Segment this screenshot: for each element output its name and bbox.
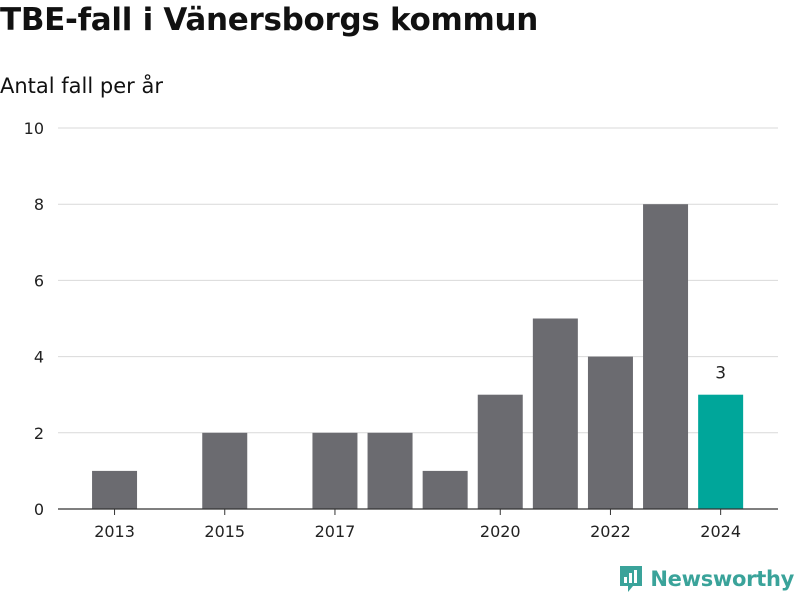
x-tick-label: 2022 xyxy=(590,522,631,541)
data-label: 3 xyxy=(715,364,726,384)
bar-2015 xyxy=(202,432,248,509)
x-tick-label: 2015 xyxy=(204,522,245,541)
x-tick-label: 2017 xyxy=(315,522,356,541)
bar-2018 xyxy=(367,432,413,509)
x-tick-label: 2020 xyxy=(480,522,521,541)
bars xyxy=(92,204,744,509)
x-tick-label: 2024 xyxy=(700,522,741,541)
x-tick-label: 2013 xyxy=(94,522,135,541)
bar-2019 xyxy=(422,470,468,509)
y-tick-label: 0 xyxy=(34,500,44,519)
bar-2023 xyxy=(643,204,689,509)
chart-title: TBE-fall i Vänersborgs kommun xyxy=(0,2,539,38)
bar-2017 xyxy=(312,432,358,509)
newsworthy-logo[interactable]: Newsworthy xyxy=(618,564,794,594)
bar-2020 xyxy=(477,394,523,509)
y-tick-label: 4 xyxy=(34,348,44,367)
y-axis-ticks: 0 2 4 6 8 10 xyxy=(24,119,44,519)
y-tick-label: 6 xyxy=(34,271,44,290)
newsworthy-logo-icon xyxy=(620,566,643,592)
bar-2024 xyxy=(698,394,744,509)
bar-2022 xyxy=(587,356,633,509)
brand-name: Newsworthy xyxy=(650,567,794,591)
bar-2021 xyxy=(532,318,578,509)
chart-subtitle: Antal fall per år xyxy=(0,74,163,98)
y-tick-label: 2 xyxy=(34,424,44,443)
bar-2013 xyxy=(92,470,138,509)
data-labels: 3 xyxy=(715,364,726,384)
x-axis: 2013 2015 2017 2020 2022 2024 xyxy=(58,508,778,541)
y-tick-label: 10 xyxy=(24,119,44,138)
y-tick-label: 8 xyxy=(34,195,44,214)
